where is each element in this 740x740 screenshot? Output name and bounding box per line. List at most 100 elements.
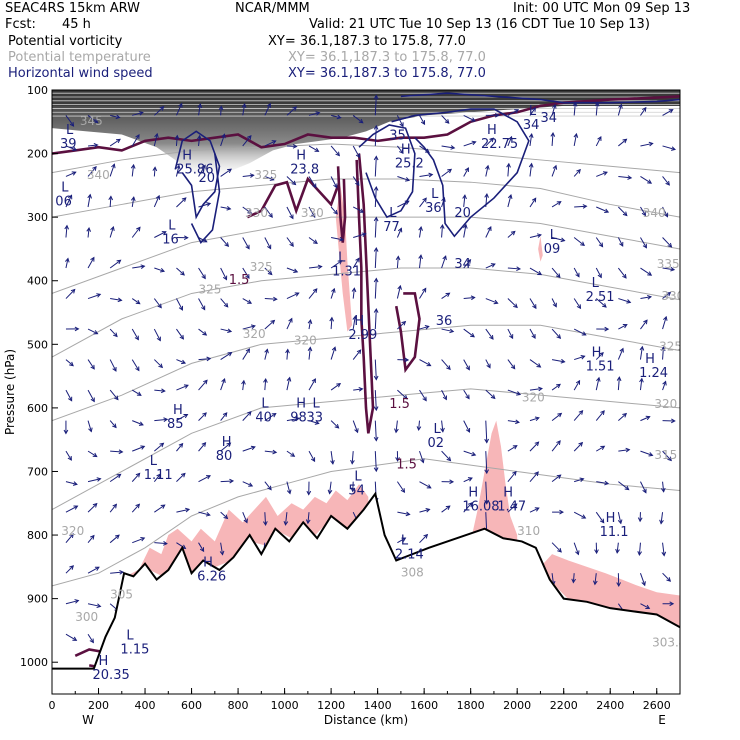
wind-vector-60 bbox=[131, 298, 141, 305]
extremum-value-19: 80 bbox=[216, 449, 233, 464]
wind-vector-260 bbox=[439, 223, 445, 238]
wind-vector-376 bbox=[618, 175, 633, 180]
wind-vector-277 bbox=[463, 328, 475, 338]
wind-vector-329 bbox=[551, 201, 562, 208]
extremum-marker-1: L bbox=[66, 123, 74, 138]
wind-vector-331 bbox=[551, 267, 561, 279]
wind-vector-68 bbox=[132, 537, 146, 544]
extremum-marker-18: L bbox=[150, 454, 158, 469]
wind-vector-206 bbox=[352, 315, 358, 330]
extremum-marker-2: L bbox=[61, 180, 69, 195]
wind-vector-396 bbox=[640, 267, 653, 276]
extremum-marker-30: L bbox=[126, 629, 134, 644]
wind-vector-128 bbox=[219, 542, 225, 556]
wind-vector-357 bbox=[571, 573, 577, 584]
center-title: NCAR/MMM bbox=[235, 1, 310, 16]
wind-vector-204 bbox=[352, 257, 360, 269]
wind-vector-13 bbox=[65, 481, 78, 486]
theta-label-19: 300 bbox=[75, 610, 98, 624]
theta-label-7: 325 bbox=[199, 282, 222, 296]
wind-vector-278 bbox=[463, 359, 470, 371]
wind-vector-362 bbox=[595, 237, 604, 248]
y-tick-label-4: 400 bbox=[27, 275, 48, 288]
wind-vector-138 bbox=[241, 379, 246, 391]
wind-vector-81 bbox=[153, 473, 161, 482]
extremum-marker-20: L bbox=[261, 397, 269, 412]
wind-vector-105 bbox=[198, 298, 206, 311]
wind-vector-67 bbox=[131, 503, 141, 513]
wind-vector-243 bbox=[419, 172, 434, 178]
wind-vector-12 bbox=[65, 450, 72, 461]
extremum-value-10: 09 bbox=[544, 242, 561, 257]
wind-vector-398 bbox=[640, 319, 648, 330]
wind-vector-221 bbox=[373, 359, 379, 381]
wind-vector-143 bbox=[264, 102, 272, 116]
extremum-value-29: 6.26 bbox=[197, 570, 226, 585]
wind-vector-56 bbox=[130, 163, 136, 177]
theta-label-2: 340 bbox=[87, 168, 110, 182]
wind-vector-360 bbox=[596, 171, 608, 177]
extremum-marker-24: L bbox=[433, 422, 441, 437]
extremum-marker-17: H bbox=[173, 403, 183, 418]
wind-vector-244 bbox=[419, 197, 427, 208]
extremum-marker-25: H bbox=[468, 486, 478, 501]
extremum-marker-14: H bbox=[354, 314, 364, 329]
wind-vector-290 bbox=[485, 298, 499, 305]
wind-vector-224 bbox=[373, 451, 379, 473]
wind-vector-194 bbox=[330, 346, 337, 360]
wind-vector-383 bbox=[616, 376, 622, 391]
wind-vector-372 bbox=[594, 542, 599, 555]
wind-vector-370 bbox=[596, 480, 610, 486]
wind-vector-117 bbox=[220, 205, 232, 211]
wind-vector-160 bbox=[286, 176, 297, 186]
theta-contour-3 bbox=[52, 324, 680, 422]
wind-vector-38 bbox=[109, 138, 121, 147]
wind-vector-387 bbox=[617, 512, 623, 525]
wind-vector-144 bbox=[264, 140, 277, 147]
extremum-value-3: 16 bbox=[162, 233, 179, 248]
wind-vector-253 bbox=[419, 481, 432, 489]
wind-vector-88 bbox=[176, 235, 189, 241]
wind-vector-151 bbox=[264, 348, 269, 360]
wind-vector-213 bbox=[373, 94, 379, 116]
wind-vector-233 bbox=[397, 320, 407, 330]
wind-vector-150 bbox=[264, 319, 276, 330]
wind-vector-90 bbox=[175, 298, 183, 311]
wind-vector-322 bbox=[529, 416, 540, 422]
y-tick-label-9: 900 bbox=[27, 593, 48, 606]
wind-vector-378 bbox=[617, 237, 624, 247]
wind-vector-20 bbox=[88, 142, 99, 148]
wind-vector-97 bbox=[176, 507, 191, 513]
wind-vector-46 bbox=[109, 389, 119, 401]
wind-vector-299 bbox=[507, 135, 513, 147]
wind-vector-401 bbox=[640, 415, 651, 422]
wind-vector-367 bbox=[595, 376, 601, 391]
wind-vector-300 bbox=[506, 162, 511, 177]
wind-vector-28 bbox=[87, 389, 95, 403]
wind-vector-92 bbox=[176, 359, 187, 365]
wind-vector-284 bbox=[485, 112, 500, 118]
wind-vector-350 bbox=[574, 354, 586, 361]
wind-vector-178 bbox=[308, 288, 318, 299]
wind-vector-409 bbox=[662, 145, 677, 151]
wind-vector-285 bbox=[485, 137, 495, 147]
wind-vector-198 bbox=[327, 481, 333, 495]
wind-vector-307 bbox=[507, 389, 522, 396]
wind-vector-323 bbox=[529, 441, 540, 452]
wind-vector-83 bbox=[154, 541, 168, 546]
wind-vector-170 bbox=[286, 481, 292, 495]
wind-vector-24 bbox=[87, 256, 95, 269]
theta-label-20: 320 bbox=[61, 524, 84, 538]
wind-vector-218 bbox=[373, 246, 379, 269]
wind-vector-403 bbox=[640, 481, 647, 494]
wind-vector-108 bbox=[198, 379, 208, 391]
wind-vector-264 bbox=[441, 359, 451, 371]
wind-vector-168 bbox=[286, 416, 300, 422]
theta-label-15: 315 bbox=[654, 448, 677, 462]
field-name-theta: Potential temperature bbox=[8, 50, 151, 65]
wind-vector-47 bbox=[109, 420, 117, 429]
wind-vector-289 bbox=[485, 263, 496, 269]
wind-vector-326 bbox=[551, 103, 557, 116]
wind-vector-82 bbox=[154, 504, 166, 513]
wind-vector-374 bbox=[617, 103, 623, 116]
